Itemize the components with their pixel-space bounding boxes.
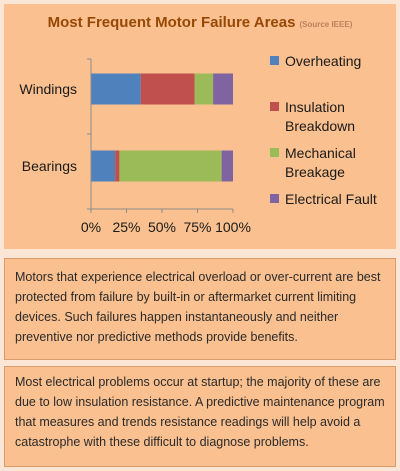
chart-title: Most Frequent Motor Failure Areas [47,14,296,31]
x-tick-label-1: 25% [112,219,140,235]
x-tick-label-3: 75% [183,219,211,235]
legend-label-0: Overheating [285,53,361,69]
bar-segment-bearings-overheating [91,150,116,182]
insulation-paragraph: Most electrical problems occur at startu… [15,375,385,449]
legend-label-1-line-0: Insulation [285,99,345,115]
chart-title-row: Most Frequent Motor Failure Areas (Source… [4,14,396,32]
legend-label-3: Electrical Fault [285,191,377,207]
insulation-info-box: Most electrical problems occur at startu… [4,366,396,467]
bar-segment-windings-insulation-breakdown [140,73,195,105]
overload-paragraph: Motors that experience electrical overlo… [15,270,381,344]
category-label-bearings: Bearings [22,158,77,174]
legend-swatch-3 [270,194,279,203]
bar-segment-bearings-mechanical-breakage [119,150,222,182]
bar-segment-windings-electrical-fault [213,73,233,105]
legend-label-2-line-0: Mechanical [285,145,356,161]
x-tick-label-2: 50% [148,219,176,235]
legend-label-1-line-1: Breakdown [285,118,355,134]
legend-swatch-0 [270,56,279,65]
stacked-bar-chart: Windings Bearings 0% 25% 50% 75% 100% Overheati… [19,53,377,235]
chart-source-note: (Source IEEE) [299,20,353,29]
bar-segment-bearings-insulation-breakdown [115,150,120,182]
bar-segment-bearings-electrical-fault [221,150,233,182]
overload-info-box: Motors that experience electrical overlo… [4,258,396,360]
legend-swatch-2 [270,148,279,157]
category-label-windings: Windings [19,81,77,97]
bar-segment-windings-overheating [91,73,141,105]
x-tick-label-4: 100% [215,219,251,235]
chart-panel: Most Frequent Motor Failure Areas (Source… [4,4,396,249]
legend-label-2-line-1: Breakage [285,164,345,180]
x-tick-label-0: 0% [81,219,101,235]
legend-swatch-1 [270,102,279,111]
bar-segment-windings-mechanical-breakage [194,73,214,105]
